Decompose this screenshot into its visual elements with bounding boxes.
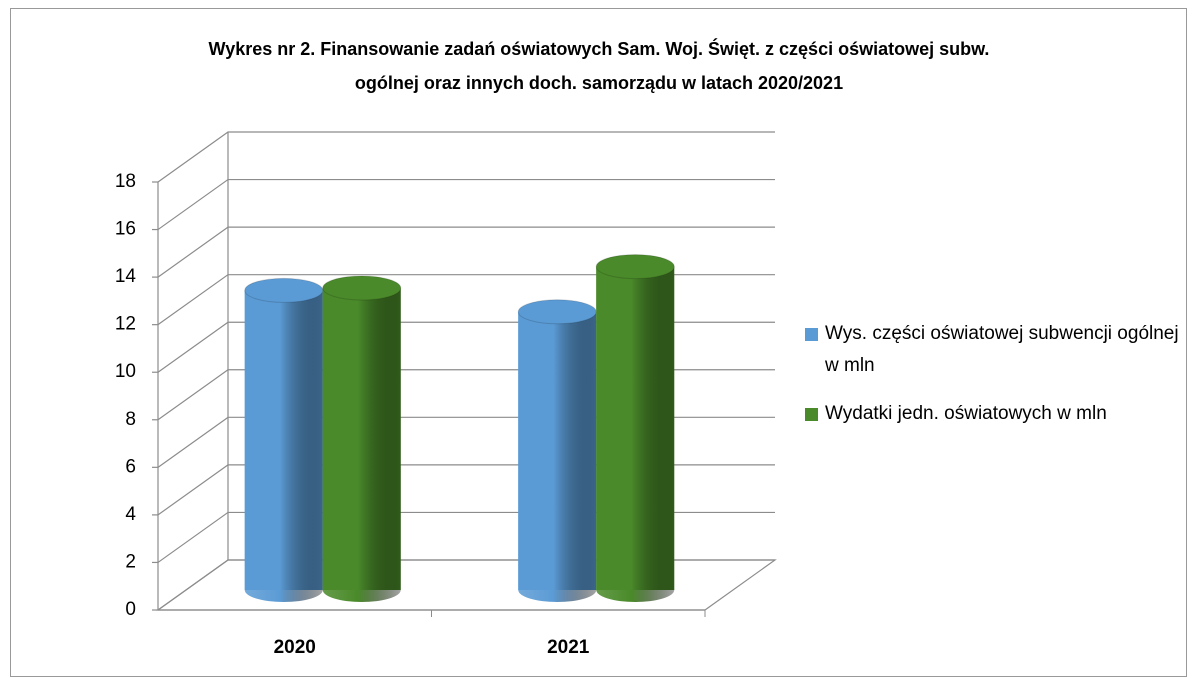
bar-top: [595, 254, 675, 280]
legend-swatch: [805, 408, 818, 421]
y-tick-label: 2: [125, 551, 136, 572]
y-tick-label: 0: [125, 599, 136, 620]
x-tick-label: 2021: [547, 637, 590, 658]
bar: [596, 266, 675, 602]
y-tick-label: 4: [125, 504, 136, 525]
bar-top: [244, 277, 324, 303]
chart-border: [10, 8, 1187, 677]
chart-title: Wykres nr 2. Finansowanie zadań oświatow…: [208, 39, 990, 93]
grid-line: [157, 274, 775, 326]
y-tick-label: 8: [125, 409, 136, 430]
legend-item: Wys. części oświatowej subwencji ogólnej…: [805, 318, 1195, 382]
y-tick-label: 6: [125, 456, 136, 477]
bar-top: [322, 275, 402, 301]
grid-line: [157, 178, 775, 231]
legend-item: Wydatki jedn. oświatowych w mln: [805, 398, 1195, 430]
grid-line: [157, 131, 775, 183]
y-tick-label: 14: [115, 266, 137, 287]
y-tick-label: 16: [115, 219, 136, 240]
y-tick-label: 10: [115, 361, 136, 382]
bar-top: [517, 299, 597, 325]
legend-label: Wydatki jedn. oświatowych w mln: [825, 403, 1107, 424]
legend: Wys. części oświatowej subwencji ogólnej…: [805, 318, 1195, 446]
bar: [322, 288, 401, 602]
bar: [244, 290, 323, 602]
y-tick-label: 18: [115, 171, 136, 192]
grid-line: [157, 226, 775, 278]
y-tick-label: 12: [115, 314, 136, 335]
legend-swatch: [805, 328, 818, 341]
bar: [518, 311, 597, 602]
legend-label: Wys. części oświatowej subwencji ogólnej…: [825, 323, 1179, 376]
x-tick-label: 2020: [274, 637, 316, 658]
